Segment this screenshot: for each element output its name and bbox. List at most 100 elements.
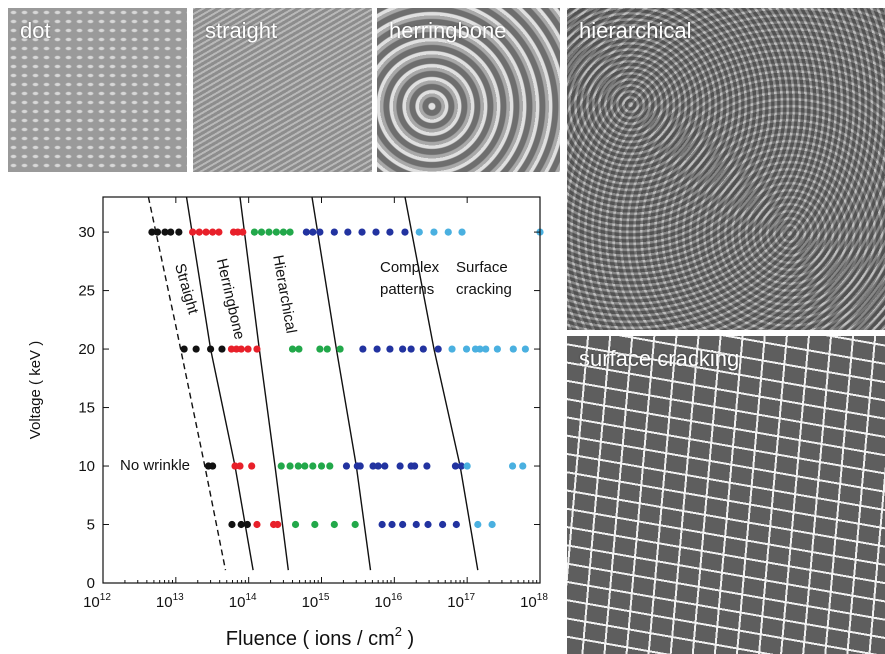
panel-label: hierarchical (579, 18, 692, 44)
x-tick-base: 10 (520, 594, 537, 611)
data-point (489, 521, 496, 528)
panel-label: surface cracking (579, 346, 739, 372)
data-point (494, 345, 501, 352)
data-point (423, 462, 430, 469)
data-point (253, 521, 260, 528)
data-point (331, 228, 338, 235)
data-point (265, 228, 272, 235)
data-point (439, 521, 446, 528)
data-point (522, 345, 529, 352)
x-tick-exponent: 13 (173, 592, 185, 603)
region-label: No wrinkle (120, 457, 190, 474)
x-tick-label: 1014 (229, 592, 257, 611)
x-tick-exponent: 18 (537, 592, 549, 603)
data-point (375, 462, 382, 469)
data-point (273, 228, 280, 235)
data-point (154, 228, 161, 235)
x-tick-base: 10 (374, 594, 391, 611)
data-point (519, 462, 526, 469)
data-point (316, 228, 323, 235)
region-label: patterns (380, 281, 434, 298)
data-point (209, 462, 216, 469)
data-point (251, 228, 258, 235)
data-point (416, 228, 423, 235)
boundary-line (187, 197, 254, 570)
data-point (209, 228, 216, 235)
region-label: cracking (456, 281, 512, 298)
x-tick-label: 1013 (156, 592, 184, 611)
boundary-line (148, 197, 225, 570)
image-panel: dot (8, 8, 187, 172)
data-point (326, 462, 333, 469)
data-point (238, 521, 245, 528)
data-point (482, 345, 489, 352)
x-tick-base: 10 (447, 594, 464, 611)
y-tick-label: 20 (78, 341, 95, 358)
data-point (379, 521, 386, 528)
image-panel: straight (193, 8, 372, 172)
boundary-line (312, 197, 371, 570)
panel-label: dot (20, 18, 51, 44)
data-point (463, 345, 470, 352)
data-point (258, 228, 265, 235)
data-point (336, 345, 343, 352)
data-point (244, 345, 251, 352)
data-point (420, 345, 427, 352)
data-point (318, 462, 325, 469)
data-point (280, 228, 287, 235)
data-point (207, 345, 214, 352)
data-point (309, 462, 316, 469)
data-point (193, 345, 200, 352)
x-axis-label: Fluence ( ions / cm2 ) (226, 624, 414, 650)
data-point (311, 521, 318, 528)
data-point (303, 228, 310, 235)
region-label: Surface (456, 259, 508, 276)
data-point (401, 228, 408, 235)
data-point (411, 462, 418, 469)
x-tick-exponent: 15 (318, 592, 330, 603)
y-tick-label: 25 (78, 283, 95, 300)
image-panel: herringbone (377, 8, 560, 172)
x-tick-base: 10 (156, 594, 173, 611)
data-point (239, 228, 246, 235)
data-point (167, 228, 174, 235)
data-point (295, 462, 302, 469)
data-point (274, 521, 281, 528)
data-point (448, 345, 455, 352)
data-point (352, 521, 359, 528)
data-point (331, 521, 338, 528)
data-point (244, 521, 251, 528)
x-axis-label-text: Fluence ( ions / cm (226, 628, 395, 650)
figure: dot straight herringbone hierarchical su… (0, 0, 885, 654)
data-point (372, 228, 379, 235)
data-point (181, 345, 188, 352)
x-tick-label: 1015 (302, 592, 330, 611)
boundary-line (405, 197, 478, 570)
x-tick-label: 1012 (83, 592, 111, 611)
data-point (295, 345, 302, 352)
boundary-line (240, 197, 288, 570)
y-tick-label: 10 (78, 458, 95, 475)
y-tick-label: 5 (87, 517, 95, 534)
data-point (228, 521, 235, 528)
data-point (386, 345, 393, 352)
data-point (236, 462, 243, 469)
data-point (381, 462, 388, 469)
data-point (218, 345, 225, 352)
region-label: Herringbone (213, 257, 248, 341)
data-point (301, 462, 308, 469)
x-tick-label: 1017 (447, 592, 475, 611)
data-point (189, 228, 196, 235)
data-point (474, 521, 481, 528)
region-label: Complex (380, 259, 440, 276)
x-axis-label-sup: 2 (395, 624, 402, 639)
data-point (358, 228, 365, 235)
data-point (196, 228, 203, 235)
data-point (202, 228, 209, 235)
data-point (344, 228, 351, 235)
data-point (453, 521, 460, 528)
data-point (286, 462, 293, 469)
y-tick-label: 15 (78, 400, 95, 417)
panel-label: straight (205, 18, 277, 44)
